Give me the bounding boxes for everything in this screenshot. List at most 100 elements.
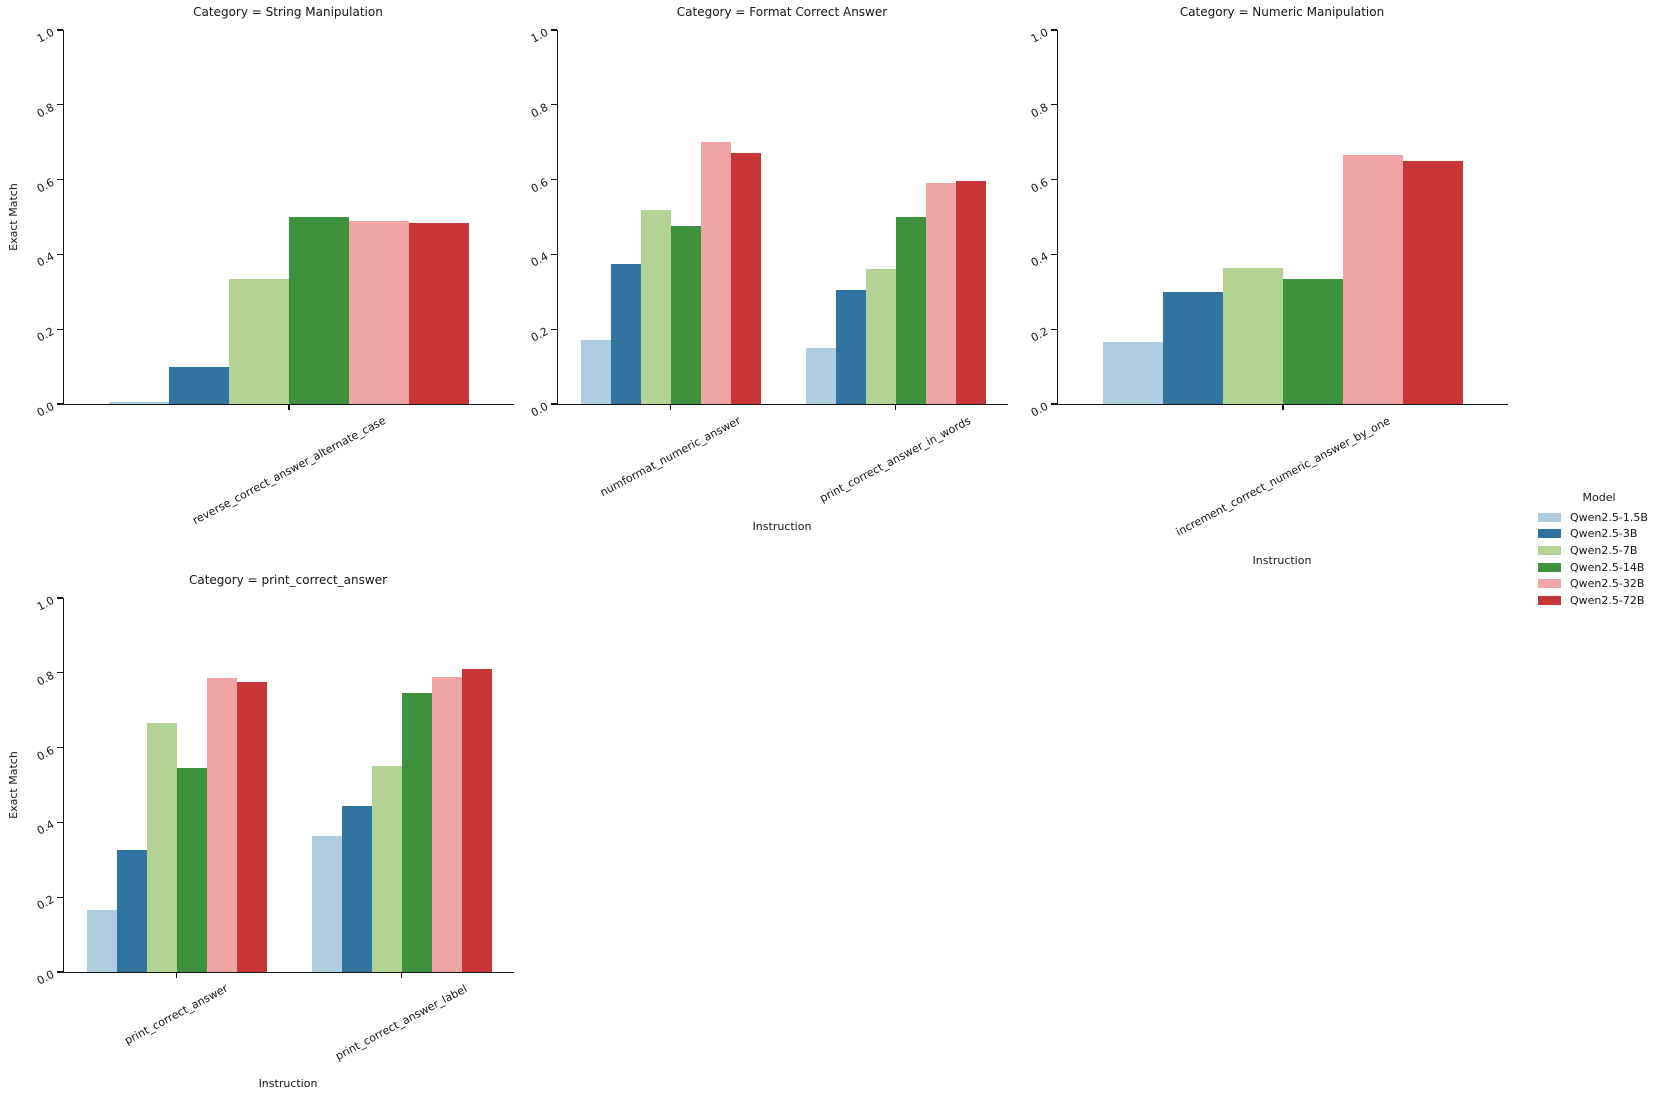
bar-Qwen2.5-1.5B: [1103, 342, 1163, 404]
y-tick: [57, 896, 63, 898]
y-tick-label: 0.4: [528, 250, 551, 270]
bar-Qwen2.5-32B: [1343, 155, 1403, 404]
facet-title-1: Category = Format Correct Answer: [676, 5, 888, 19]
y-tick-label: 0.6: [1028, 175, 1051, 196]
y-tick-label: 0.2: [34, 893, 57, 913]
x-tick-label: increment_correct_numeric_answer_by_one: [1173, 414, 1392, 539]
bar-Qwen2.5-32B: [431, 676, 462, 972]
bar-Qwen2.5-72B: [1403, 160, 1463, 404]
y-tick-label: 0.0: [528, 399, 551, 420]
y-tick: [551, 104, 557, 106]
legend-entries: Qwen2.5-1.5B Qwen2.5-3B Qwen2.5-7B Qwen2.5-…: [1538, 509, 1660, 609]
x-axis-label: Instruction: [752, 519, 812, 533]
y-tick-label: 0.8: [1028, 100, 1051, 121]
y-tick: [1051, 178, 1057, 181]
bar-Qwen2.5-32B: [925, 183, 956, 404]
legend-swatch-icon: [1538, 512, 1561, 522]
legend-item-label: Qwen2.5-14B: [1570, 560, 1645, 574]
y-tick-label: 0.2: [528, 325, 551, 345]
y-tick-label: 0.8: [528, 100, 551, 121]
facet-axes-1: 0.0 0.2 0.4 0.6 0.8 1.0 numformat_numeric_answ…: [529, 26, 1008, 505]
y-tick: [551, 403, 557, 405]
bar-Qwen2.5-3B: [835, 289, 866, 404]
legend-swatch-icon: [1538, 529, 1561, 539]
legend-item-label: Qwen2.5-3B: [1570, 527, 1638, 541]
bar-Qwen2.5-7B: [146, 723, 177, 972]
bar-Qwen2.5-32B: [700, 142, 731, 404]
facet-axes-3: 0.0 0.2 0.4 0.6 0.8 1.0 print_correct_answer pr…: [35, 594, 514, 1063]
legend-item-label: Qwen2.5-32B: [1570, 577, 1645, 591]
y-tick: [551, 29, 557, 31]
y-tick-label: 1.0: [1028, 25, 1051, 46]
facet-axes-2: 0.0 0.2 0.4 0.6 0.8 1.0 increment_correct_nume…: [1029, 26, 1508, 539]
bar-Qwen2.5-72B: [409, 222, 469, 404]
y-tick: [1051, 104, 1057, 106]
legend-item-Qwen2.5-72B: Qwen2.5-72B: [1538, 592, 1660, 609]
x-tick: [400, 972, 403, 978]
bar-Qwen2.5-1.5B: [86, 910, 117, 972]
bar-Qwen2.5-14B: [670, 226, 701, 404]
x-tick-label: numformat_numeric_answer: [597, 413, 743, 500]
y-tick: [57, 971, 63, 973]
y-tick-label: 0.0: [1028, 399, 1051, 420]
y-tick-label: 0.6: [34, 175, 57, 196]
y-axis-label: Exact Match: [7, 183, 20, 251]
legend-item-label: Qwen2.5-1.5B: [1570, 510, 1648, 524]
bar-Qwen2.5-7B: [229, 278, 289, 404]
y-tick-label: 1.0: [34, 25, 57, 46]
y-tick-label: 0.4: [34, 250, 57, 270]
y-tick: [57, 672, 63, 674]
bar-Qwen2.5-7B: [640, 209, 671, 404]
bar-Qwen2.5-7B: [371, 766, 402, 972]
y-tick: [57, 178, 63, 181]
bar-Qwen2.5-72B: [236, 682, 267, 972]
bar-Qwen2.5-3B: [169, 366, 229, 404]
bar-Qwen2.5-1.5B: [805, 347, 836, 404]
bar-Qwen2.5-72B: [730, 153, 761, 404]
y-tick-label: 1.0: [528, 25, 551, 46]
y-tick: [57, 403, 63, 405]
y-tick: [57, 597, 63, 599]
y-tick: [551, 328, 557, 330]
y-tick: [551, 178, 557, 181]
x-tick: [175, 972, 178, 978]
y-tick-label: 1.0: [34, 593, 57, 614]
bar-Qwen2.5-32B: [206, 678, 237, 972]
bar-Qwen2.5-14B: [176, 768, 207, 972]
y-tick-label: 0.6: [528, 175, 551, 196]
x-tick: [288, 404, 290, 410]
y-tick: [57, 253, 63, 256]
bar-Qwen2.5-14B: [289, 217, 349, 404]
x-tick-label: print_correct_answer_label: [333, 981, 470, 1063]
legend-title: Model: [1582, 491, 1616, 504]
x-tick: [1282, 404, 1284, 410]
legend: Model Qwen2.5-1.5B Qwen2.5-3B Qwen2.5-7B Qw…: [1538, 490, 1660, 609]
y-tick-label: 0.0: [34, 399, 57, 420]
y-tick: [1051, 29, 1057, 31]
y-tick: [1051, 328, 1057, 330]
legend-swatch-icon: [1538, 579, 1561, 589]
y-tick-label: 0.0: [34, 967, 57, 988]
x-tick-label: print_correct_answer_in_words: [817, 414, 973, 505]
bar-Qwen2.5-14B: [401, 693, 432, 972]
y-tick: [1051, 253, 1057, 256]
bar-Qwen2.5-72B: [461, 669, 492, 972]
legend-item-Qwen2.5-32B: Qwen2.5-32B: [1538, 575, 1660, 592]
y-tick: [57, 821, 63, 824]
y-tick: [57, 29, 63, 31]
legend-item-label: Qwen2.5-7B: [1570, 543, 1638, 557]
bar-Qwen2.5-72B: [955, 181, 986, 404]
legend-item-Qwen2.5-7B: Qwen2.5-7B: [1538, 542, 1660, 559]
bar-Qwen2.5-14B: [895, 217, 926, 404]
bar-Qwen2.5-1.5B: [580, 340, 611, 404]
y-tick: [57, 328, 63, 330]
y-tick-label: 0.2: [1028, 325, 1051, 345]
bar-Qwen2.5-14B: [1283, 278, 1343, 404]
y-tick: [1051, 403, 1057, 405]
bar-Qwen2.5-3B: [610, 263, 641, 404]
facet-title-0: Category = String Manipulation: [193, 5, 383, 19]
y-tick-label: 0.2: [34, 325, 57, 345]
bar-Qwen2.5-1.5B: [109, 402, 169, 404]
bar-Qwen2.5-3B: [116, 850, 147, 972]
